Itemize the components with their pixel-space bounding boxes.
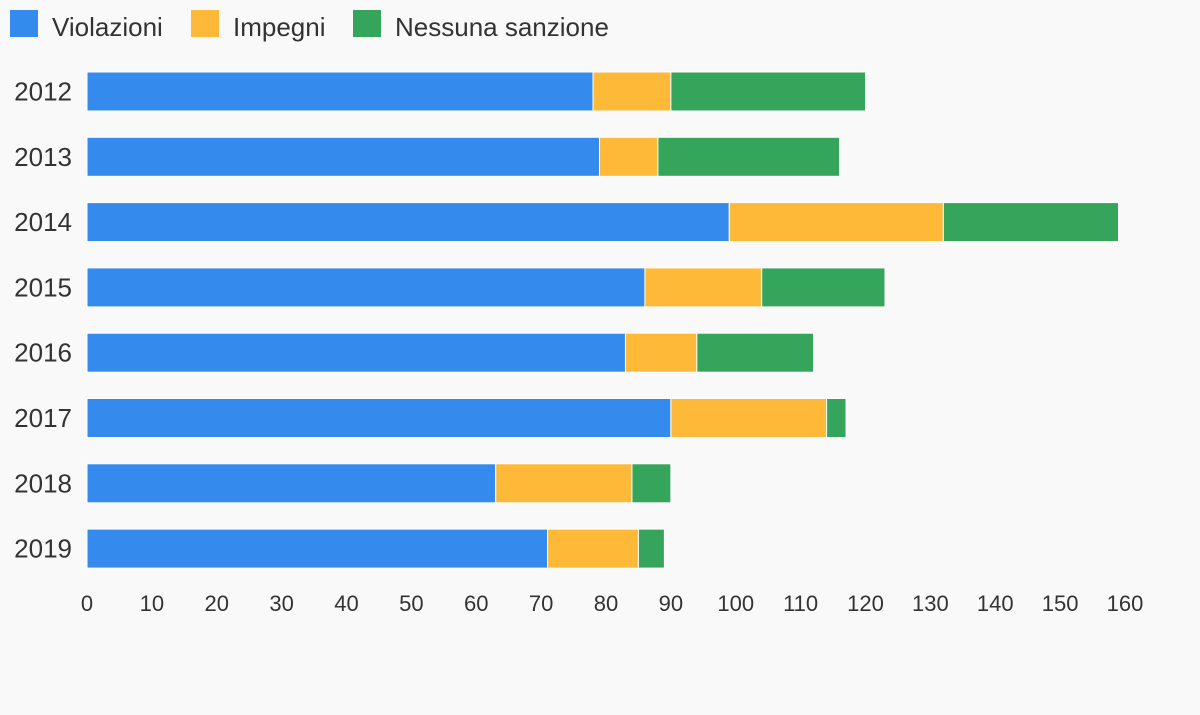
bar-segment xyxy=(637,528,665,569)
legend-swatch xyxy=(353,10,381,37)
bar-segment xyxy=(86,71,594,112)
x-axis-tick-label: 90 xyxy=(659,591,683,616)
bar-segment xyxy=(696,332,815,373)
x-axis-tick-label: 140 xyxy=(977,591,1014,616)
x-axis-ticks: 0 10 20 30 40 50 60 70 80 90 100 110 120 130 140 150 160 xyxy=(81,591,1143,616)
legend-label: Nessuna sanzione xyxy=(395,12,609,42)
x-axis-tick-label: 120 xyxy=(847,591,884,616)
x-axis-tick-label: 130 xyxy=(912,591,949,616)
x-axis-tick-label: 50 xyxy=(399,591,423,616)
bar-segment xyxy=(592,71,672,112)
bar-segment xyxy=(599,136,659,177)
x-axis-tick-label: 40 xyxy=(334,591,358,616)
bar-segment xyxy=(670,398,828,438)
bar-segment xyxy=(86,136,601,177)
legend: Violazioni Impegni Nessuna sanzione xyxy=(10,10,609,42)
y-axis-labels: 2012 2013 2014 2015 2016 2017 2018 2019 xyxy=(14,77,72,564)
x-axis-tick-label: 110 xyxy=(783,591,818,616)
y-axis-label: 2019 xyxy=(14,534,72,564)
bar-segment xyxy=(86,202,730,243)
bar-segment xyxy=(644,267,763,308)
bar-segment xyxy=(495,463,633,504)
bar-segment xyxy=(670,71,866,112)
bar-segment xyxy=(728,202,944,243)
bar-segment xyxy=(86,332,626,373)
x-axis-tick-label: 160 xyxy=(1107,591,1144,616)
bar-segment xyxy=(86,528,549,569)
bar-segment xyxy=(86,398,672,438)
y-axis-label: 2014 xyxy=(14,207,72,237)
x-axis-tick-label: 30 xyxy=(269,591,293,616)
x-axis-tick-label: 0 xyxy=(81,591,93,616)
bars-area xyxy=(86,71,1120,569)
y-axis-label: 2013 xyxy=(14,142,72,172)
legend-label: Violazioni xyxy=(52,12,163,42)
legend-swatch xyxy=(10,10,38,37)
bar-segment xyxy=(761,267,886,308)
x-axis-tick-label: 150 xyxy=(1042,591,1079,616)
bar-segment xyxy=(624,332,698,373)
x-axis-tick-label: 70 xyxy=(529,591,553,616)
bar-segment xyxy=(942,202,1120,243)
y-axis-label: 2016 xyxy=(14,338,72,368)
bar-segment xyxy=(86,267,646,308)
bar-segment xyxy=(547,528,639,569)
legend-swatch xyxy=(191,10,219,37)
x-axis-tick-label: 10 xyxy=(140,591,164,616)
y-axis-label: 2017 xyxy=(14,403,72,433)
bar-segment xyxy=(826,398,847,438)
bar-segment xyxy=(86,463,497,504)
x-axis-tick-label: 80 xyxy=(594,591,618,616)
bar-segment xyxy=(631,463,672,504)
x-axis-tick-label: 20 xyxy=(205,591,229,616)
y-axis-label: 2012 xyxy=(14,77,72,107)
y-axis-label: 2015 xyxy=(14,272,72,302)
x-axis-tick-label: 60 xyxy=(464,591,488,616)
y-axis-label: 2018 xyxy=(14,468,72,498)
bar-segment xyxy=(657,136,841,177)
x-axis-tick-label: 100 xyxy=(717,591,754,616)
legend-label: Impegni xyxy=(233,12,326,42)
